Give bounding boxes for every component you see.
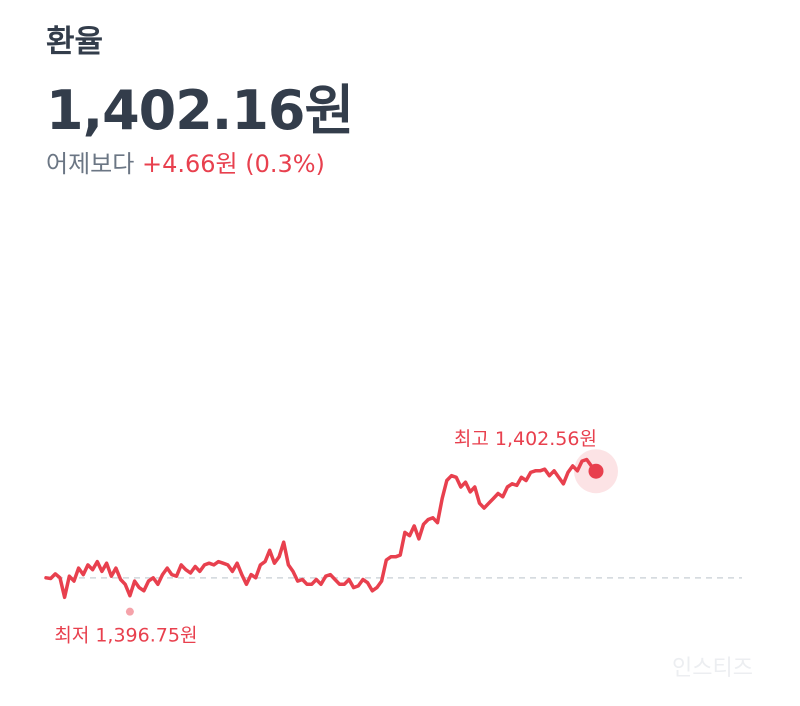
change-value: +4.66원 (0.3%) [141, 150, 325, 178]
high-point-marker [588, 463, 604, 479]
change-prefix: 어제보다 [46, 150, 135, 178]
low-point-marker [125, 607, 134, 616]
rate-line [44, 457, 598, 600]
current-rate: 1,402.16원 [46, 79, 354, 142]
change-summary: 어제보다 +4.66원 (0.3%) [46, 144, 325, 179]
watermark: 인스티즈 [672, 656, 753, 681]
page-title: 환율 [46, 24, 104, 60]
high-label: 최고 1,402.56원 [454, 428, 597, 450]
low-label: 최저 1,396.75원 [54, 625, 197, 647]
